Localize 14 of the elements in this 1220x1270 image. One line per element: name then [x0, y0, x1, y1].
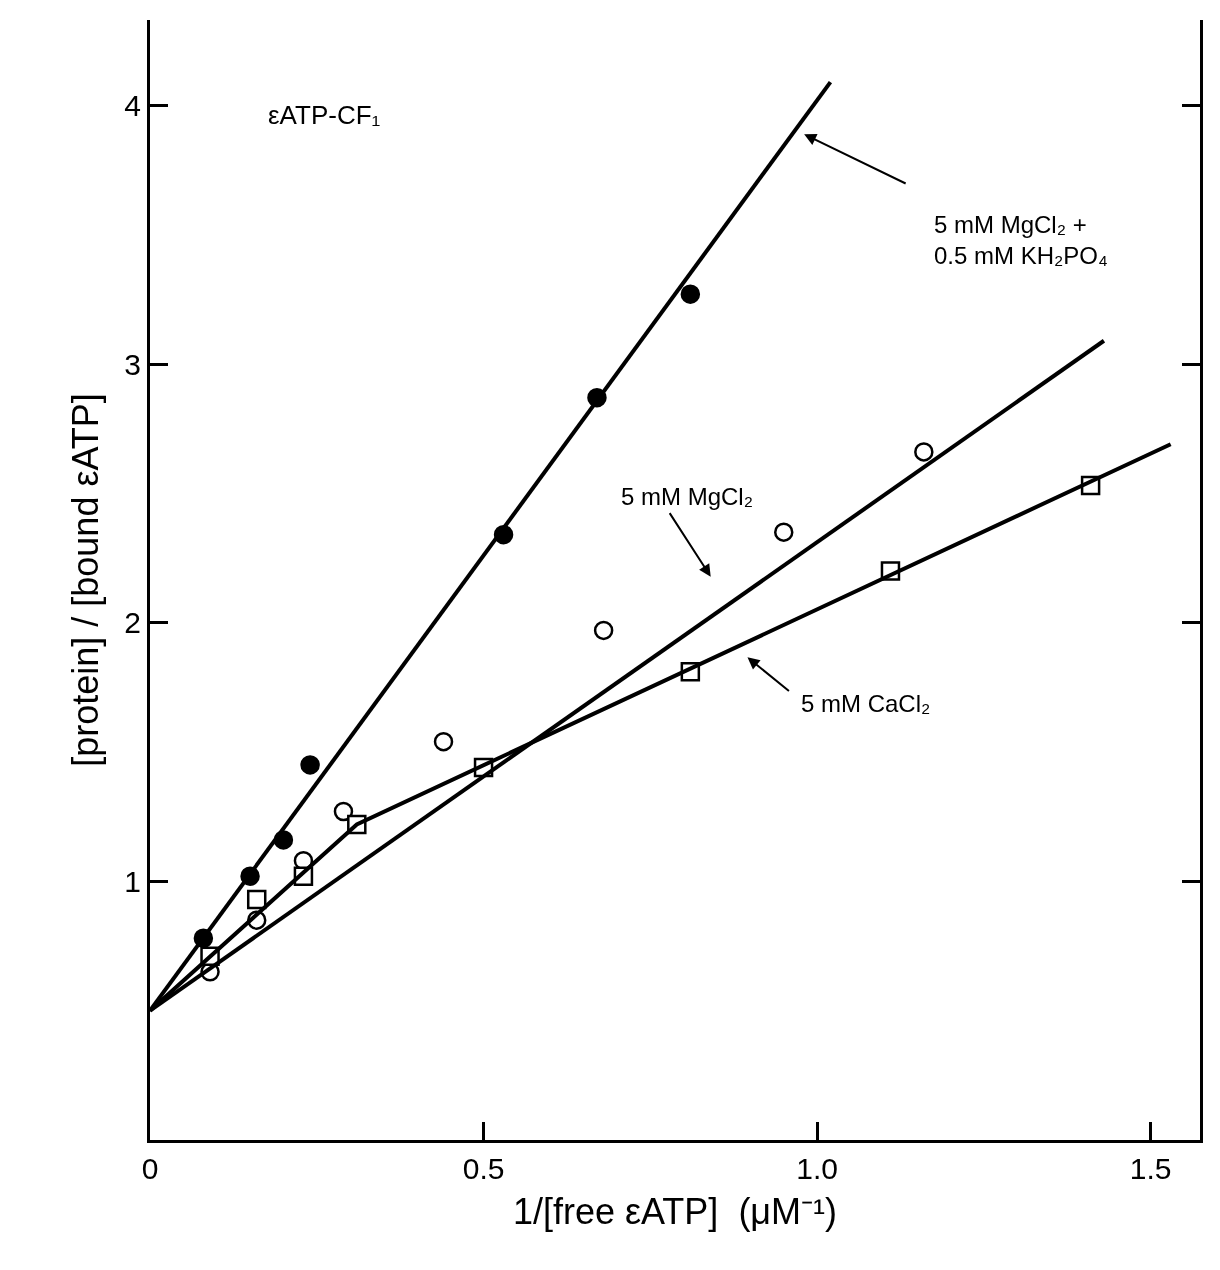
y-tick-label: 3 [124, 347, 141, 381]
annotation: 5 mM CaCl₂ [801, 690, 931, 717]
x-tick-label: 0.5 [462, 1152, 505, 1185]
y-axis-title: [protein] / [bound εATP] [65, 393, 107, 767]
y-tick-label: 1 [124, 864, 141, 898]
y-tick-label: 4 [124, 88, 141, 122]
x-tick-label: 0 [141, 1152, 159, 1185]
x-tick-label: 1.5 [1129, 1152, 1172, 1185]
annotation: 5 mM MgCl₂ [621, 483, 753, 510]
x-tick-label: 1.0 [796, 1152, 838, 1185]
annotation: 5 mM MgCl₂ + 0.5 mM KH₂PO₄ [934, 211, 1108, 270]
x-axis-title: 1/[free εATP] (μM⁻¹) [512, 1190, 838, 1232]
y-tick-label: 2 [124, 606, 141, 640]
annotation: εATP-CF₁ [268, 100, 381, 130]
